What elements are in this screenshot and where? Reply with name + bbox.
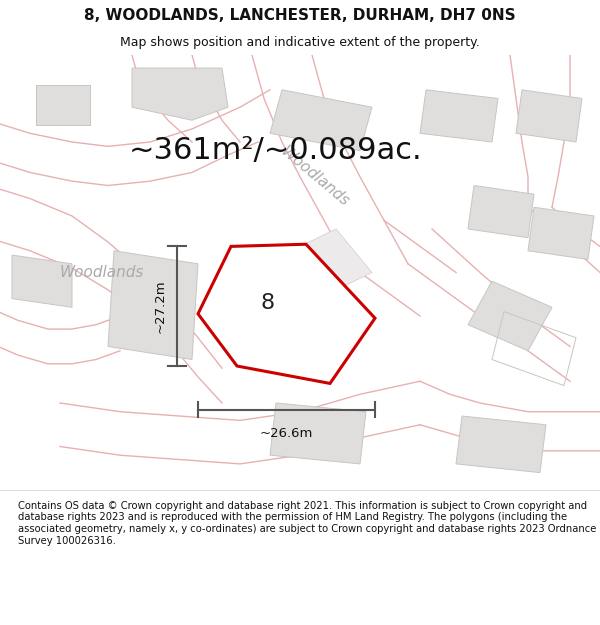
Text: 8, WOODLANDS, LANCHESTER, DURHAM, DH7 0NS: 8, WOODLANDS, LANCHESTER, DURHAM, DH7 0N… — [84, 8, 516, 23]
Polygon shape — [456, 416, 546, 472]
Polygon shape — [270, 90, 372, 151]
Text: Contains OS data © Crown copyright and database right 2021. This information is : Contains OS data © Crown copyright and d… — [18, 501, 596, 546]
Polygon shape — [528, 208, 594, 259]
Polygon shape — [132, 68, 228, 120]
Text: ~26.6m: ~26.6m — [260, 427, 313, 440]
Polygon shape — [228, 255, 318, 325]
Polygon shape — [516, 90, 582, 142]
Polygon shape — [12, 255, 72, 308]
Polygon shape — [282, 229, 372, 299]
Text: Map shows position and indicative extent of the property.: Map shows position and indicative extent… — [120, 36, 480, 49]
Polygon shape — [108, 251, 198, 359]
Polygon shape — [468, 186, 534, 238]
Text: Woodlands: Woodlands — [60, 265, 144, 280]
Polygon shape — [270, 403, 366, 464]
Text: ~361m²/~0.089ac.: ~361m²/~0.089ac. — [129, 136, 423, 165]
Text: ~27.2m: ~27.2m — [154, 279, 167, 333]
Text: 8: 8 — [260, 293, 275, 313]
Polygon shape — [198, 244, 375, 383]
Polygon shape — [420, 90, 498, 142]
Text: Woodlands: Woodlands — [278, 144, 352, 209]
Polygon shape — [468, 281, 552, 351]
Polygon shape — [36, 86, 90, 124]
